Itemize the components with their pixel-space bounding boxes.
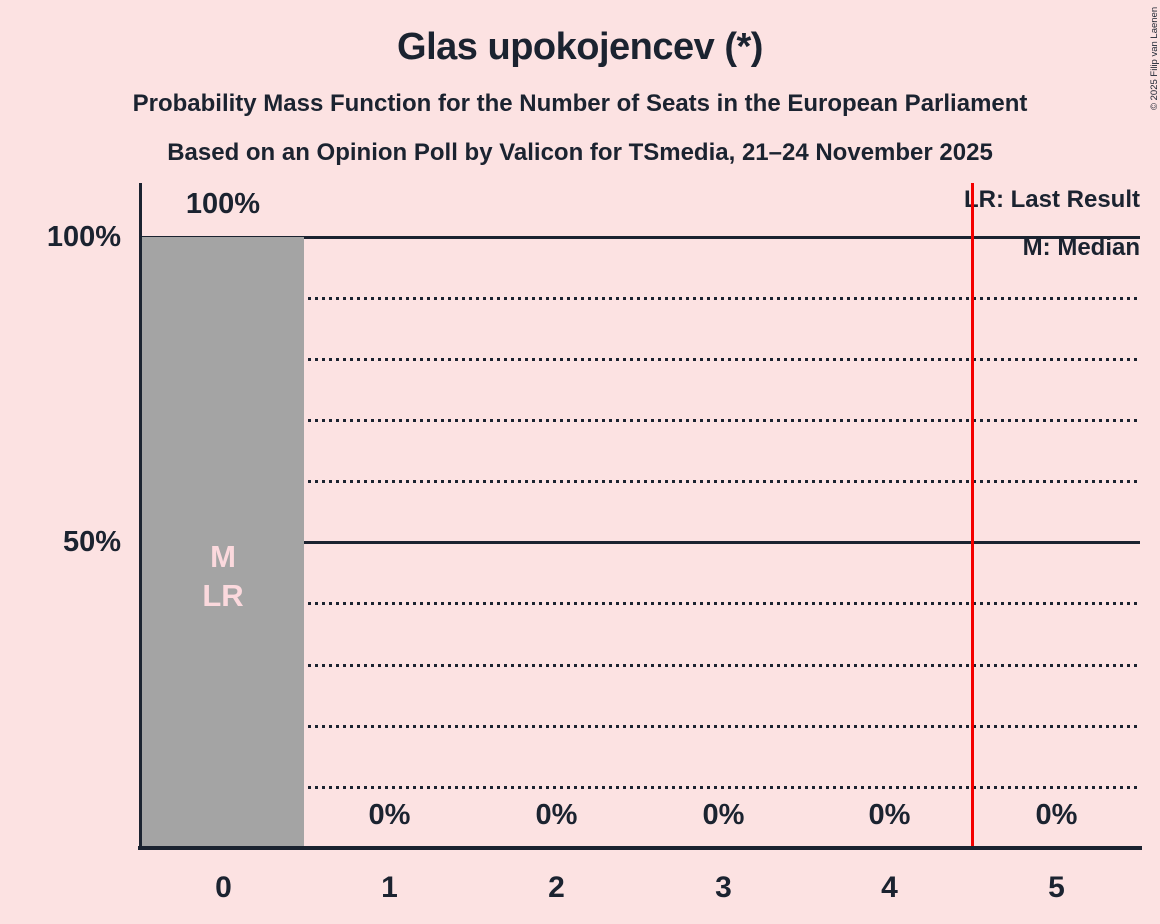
last-result-line	[971, 183, 974, 848]
copyright-notice: © 2025 Filip van Laenen	[1149, 6, 1160, 110]
x-axis-line	[138, 846, 1142, 850]
chart-title: Glas upokojencev (*)	[397, 26, 763, 68]
x-tick-4: 4	[881, 871, 898, 904]
gridline-30pct	[140, 664, 1140, 667]
x-tick-1: 1	[381, 871, 398, 904]
x-tick-5: 5	[1048, 871, 1065, 904]
gridline-20pct	[140, 725, 1140, 728]
y-tick-100pct: 100%	[46, 221, 121, 253]
legend-last-result: LR: Last Result	[963, 186, 1140, 213]
gridline-60pct	[140, 480, 1140, 483]
median-marker-label: M	[210, 539, 236, 574]
y-tick-50pct: 50%	[62, 526, 121, 558]
gridline-100pct	[140, 236, 1140, 239]
bar-value-label-1: 0%	[368, 799, 411, 831]
plot-area: M LR 100% 0% 0% 0% 0% 0%	[138, 183, 1142, 850]
chart-subtitle: Probability Mass Function for the Number…	[132, 90, 1028, 117]
bar-0-seats: M LR	[142, 237, 304, 846]
gridline-10pct	[140, 786, 1140, 789]
chart-poll-source: Based on an Opinion Poll by Valicon for …	[167, 139, 993, 166]
x-tick-3: 3	[715, 871, 732, 904]
bar-value-label-0: 100%	[185, 188, 261, 220]
gridline-70pct	[140, 419, 1140, 422]
gridline-50pct	[140, 541, 1140, 544]
gridline-90pct	[140, 297, 1140, 300]
bar-value-label-5: 0%	[1035, 799, 1078, 831]
y-axis-line	[139, 183, 142, 850]
bar-median-last-result-annotation: M LR	[142, 537, 304, 615]
last-result-marker-label: LR	[202, 578, 244, 613]
gridline-80pct	[140, 358, 1140, 361]
x-tick-0: 0	[215, 871, 232, 904]
bar-value-label-2: 0%	[535, 799, 578, 831]
x-tick-2: 2	[548, 871, 565, 904]
bar-value-label-4: 0%	[868, 799, 911, 831]
bar-value-label-3: 0%	[702, 799, 745, 831]
gridline-40pct	[140, 602, 1140, 605]
